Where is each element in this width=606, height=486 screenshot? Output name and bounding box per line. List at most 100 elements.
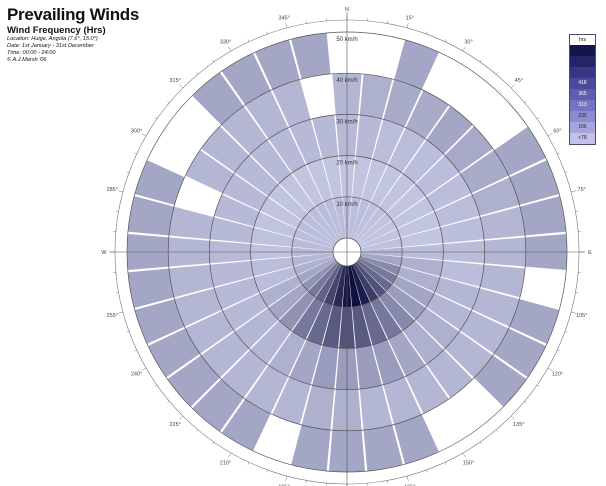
wind-cell — [519, 196, 567, 236]
direction-tick — [571, 190, 576, 193]
wind-cell — [359, 255, 401, 276]
wind-cell — [360, 253, 402, 267]
wind-cell — [167, 355, 220, 407]
wind-cell — [301, 213, 338, 244]
wind-cell — [245, 365, 289, 414]
direction-label: 30° — [464, 40, 472, 46]
wind-cell — [221, 349, 268, 398]
direction-tick — [154, 384, 158, 387]
wind-cell — [394, 414, 439, 465]
direction-label: 105° — [576, 313, 587, 319]
direction-label: 150° — [463, 460, 474, 466]
wind-cell — [168, 206, 214, 240]
wind-cell — [509, 160, 560, 205]
wind-cell — [292, 253, 334, 267]
wind-cell — [388, 331, 426, 377]
wind-cell — [168, 264, 214, 298]
wind-cell — [386, 283, 426, 320]
direction-tick — [547, 133, 553, 137]
wind-cell — [134, 160, 185, 205]
wind-cell — [306, 159, 333, 202]
wind-cell — [397, 211, 440, 238]
wind-cell — [474, 355, 527, 407]
speed-label: 30 km/h — [336, 119, 357, 125]
direction-tick — [536, 384, 540, 387]
wind-cell — [127, 196, 175, 236]
wind-cell — [460, 150, 509, 194]
wind-cell — [174, 288, 222, 327]
direction-label: 330° — [220, 40, 231, 46]
wind-cell — [268, 331, 306, 377]
wind-cell — [397, 266, 440, 293]
wind-cell — [293, 255, 335, 276]
direction-tick — [167, 101, 170, 104]
wind-cell — [392, 275, 435, 307]
direction-tick — [524, 400, 527, 403]
wind-cell — [493, 328, 546, 378]
wind-cell — [415, 155, 460, 197]
wind-cell — [251, 257, 294, 277]
wind-cell — [352, 263, 379, 302]
direction-label: 240° — [131, 372, 142, 378]
wind-cell — [392, 197, 435, 229]
direction-tick — [141, 133, 147, 137]
legend-entry: 235 — [570, 111, 595, 122]
wind-cell — [301, 385, 335, 431]
direction-label: 135° — [513, 422, 524, 428]
wind-cell — [251, 227, 294, 247]
chart-title: Prevailing Winds — [7, 5, 140, 24]
wind-cell — [192, 379, 244, 432]
direction-label: 345° — [278, 15, 289, 21]
wind-cell — [415, 307, 460, 349]
direction-tick — [444, 462, 447, 465]
wind-cell — [370, 164, 402, 207]
speed-label: 40 km/h — [336, 78, 357, 84]
direction-tick — [141, 367, 147, 371]
direction-tick — [462, 46, 466, 52]
wind-cell — [127, 268, 175, 308]
wind-cell — [255, 39, 300, 90]
wind-cell — [372, 119, 405, 165]
wind-cell — [234, 307, 279, 349]
direction-tick — [571, 311, 576, 314]
wind-cell — [444, 126, 493, 173]
wind-cell — [394, 39, 439, 90]
wind-cell — [426, 173, 472, 211]
wind-cell — [312, 114, 339, 159]
direction-label: 165° — [404, 485, 415, 486]
speed-label: 20 km/h — [336, 161, 357, 167]
direction-tick — [247, 39, 250, 42]
direction-tick — [196, 72, 199, 75]
wind-cell — [209, 260, 254, 287]
wind-cell — [405, 90, 449, 139]
wind-cell — [222, 173, 268, 211]
wind-cell — [268, 184, 308, 221]
wind-cell — [221, 53, 271, 106]
direction-tick — [479, 441, 482, 445]
direction-tick — [228, 46, 232, 52]
wind-cell — [434, 194, 480, 227]
direction-tick — [479, 59, 482, 63]
wind-cell — [292, 164, 324, 207]
wind-cell — [383, 377, 422, 425]
wind-cell — [259, 197, 302, 229]
meta-time: Time: 00:00 - 24:00 — [7, 50, 56, 56]
wind-cell — [292, 297, 324, 340]
wind-cell — [472, 177, 520, 216]
direction-tick — [426, 469, 428, 473]
wind-cell — [315, 202, 342, 241]
wind-cell — [332, 197, 346, 239]
direction-label: 225° — [169, 422, 180, 428]
wind-cell — [148, 328, 201, 378]
direction-label: N — [345, 7, 349, 13]
wind-cell — [360, 237, 402, 251]
wind-cell — [222, 293, 268, 331]
wind-cell — [352, 305, 372, 348]
direction-label: 45° — [515, 78, 523, 84]
wind-cell — [480, 206, 526, 240]
wind-cell — [254, 266, 297, 293]
legend-entry: <78 — [570, 133, 595, 144]
wind-cell — [359, 385, 393, 431]
wind-cell — [250, 139, 292, 184]
